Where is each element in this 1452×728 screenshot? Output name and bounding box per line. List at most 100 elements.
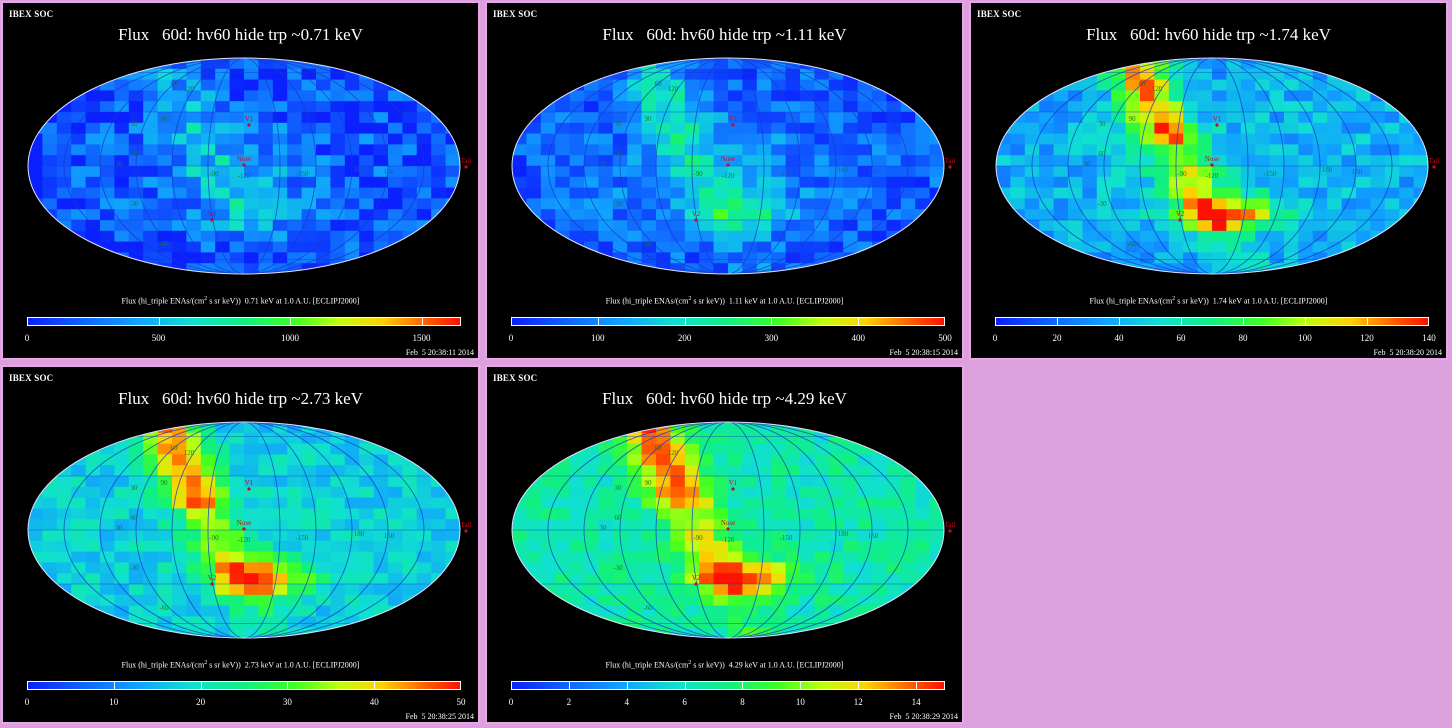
- flux-pixel: [900, 144, 916, 156]
- flux-pixel: [301, 562, 317, 574]
- flux-pixel: [71, 519, 87, 531]
- flux-pixel: [1341, 209, 1357, 221]
- flux-pixel: [641, 476, 657, 488]
- flux-pixel: [56, 176, 72, 189]
- flux-pixel: [42, 519, 58, 531]
- flux-pixel: [584, 155, 599, 167]
- flux-pixel: [85, 432, 101, 445]
- flux-pixel: [828, 573, 844, 585]
- flux-pixel: [85, 530, 101, 542]
- flux-pixel: [656, 530, 671, 542]
- flux-pixel: [143, 68, 159, 81]
- flux-pixel: [244, 68, 259, 81]
- flux-pixel: [416, 432, 432, 445]
- flux-pixel: [157, 573, 173, 585]
- flux-pixel: [229, 112, 245, 124]
- flux-pixel: [1269, 101, 1285, 113]
- flux-pixel: [627, 530, 643, 542]
- flux-pixel: [445, 220, 460, 232]
- flux-pixel: [388, 101, 403, 113]
- flux-pixel: [272, 497, 288, 509]
- flux-pixel: [656, 605, 671, 617]
- flux-pixel: [301, 155, 317, 167]
- flux-pixel: [555, 144, 571, 156]
- flux-pixel: [258, 198, 274, 210]
- timestamp: Feb 5 20:38:11 2014: [405, 348, 474, 357]
- flux-pixel: [771, 133, 787, 145]
- flux-pixel: [431, 263, 447, 274]
- flux-pixel: [728, 584, 743, 596]
- marker-label: V1: [729, 115, 738, 123]
- flux-pixel: [670, 90, 686, 102]
- flux-pixel: [1183, 101, 1199, 113]
- flux-pixel: [540, 198, 556, 210]
- flux-pixel: [1269, 68, 1285, 81]
- flux-pixel: [699, 573, 715, 585]
- flux-pixel: [785, 230, 801, 243]
- marker-dot: [210, 582, 214, 586]
- flux-pixel: [742, 530, 758, 542]
- flux-pixel: [569, 497, 585, 509]
- flux-pixel: [1140, 79, 1155, 91]
- flux-pixel: [900, 594, 916, 607]
- flux-pixel: [85, 166, 101, 178]
- flux-pixel: [512, 166, 527, 178]
- flux-pixel: [85, 122, 101, 135]
- flux-pixel: [598, 101, 614, 113]
- flux-pixel: [612, 112, 628, 124]
- flux-pixel: [56, 540, 72, 553]
- flux-pixel: [728, 230, 743, 243]
- flux-pixel: [886, 122, 902, 135]
- v1-marker: V1: [1213, 115, 1222, 127]
- flux-pixel: [42, 101, 58, 113]
- flux-pixel: [785, 112, 801, 124]
- flux-pixel: [1010, 220, 1026, 232]
- flux-pixel: [85, 422, 101, 434]
- flux-pixel: [555, 176, 571, 189]
- flux-pixel: [316, 133, 331, 145]
- flux-pixel: [28, 263, 43, 274]
- flux-pixel: [272, 187, 288, 199]
- flux-pixel: [42, 432, 58, 445]
- flux-pixel: [128, 263, 144, 274]
- flux-pixel: [886, 187, 902, 199]
- flux-pixel: [388, 540, 403, 553]
- flux-pixel: [771, 530, 787, 542]
- flux-pixel: [785, 133, 801, 145]
- flux-pixel: [1341, 155, 1357, 167]
- flux-pixel: [186, 133, 202, 145]
- flux-pixel: [785, 422, 801, 434]
- flux-pixel: [742, 176, 758, 189]
- flux-pixel: [1068, 79, 1083, 91]
- flux-pixel: [684, 133, 700, 145]
- flux-pixel: [598, 252, 614, 264]
- flux-pixel: [128, 198, 144, 210]
- flux-pixel: [431, 68, 447, 81]
- flux-pixel: [1327, 220, 1343, 232]
- flux-pixel: [445, 68, 460, 81]
- flux-pixel: [1197, 187, 1213, 199]
- flux-pixel: [157, 519, 173, 531]
- flux-pixel: [114, 209, 130, 221]
- flux-pixel: [699, 562, 715, 574]
- flux-pixel: [1125, 101, 1141, 113]
- flux-pixel: [1370, 209, 1386, 221]
- flux-pixel: [85, 551, 101, 563]
- flux-pixel: [641, 241, 657, 253]
- flux-pixel: [699, 443, 715, 455]
- flux-pixel: [996, 133, 1011, 145]
- flux-pixel: [886, 198, 902, 210]
- flux-pixel: [244, 627, 259, 638]
- flux-pixel: [1370, 133, 1386, 145]
- flux-pixel: [569, 519, 585, 531]
- flux-pixel: [1053, 58, 1069, 70]
- flux-pixel: [598, 476, 614, 488]
- flux-pixel: [71, 144, 87, 156]
- flux-pixel: [1053, 144, 1069, 156]
- flux-pixel: [670, 241, 686, 253]
- flux-pixel: [872, 594, 887, 607]
- flux-pixel: [756, 476, 772, 488]
- flux-pixel: [857, 519, 873, 531]
- flux-pixel: [157, 187, 173, 199]
- flux-pixel: [584, 241, 599, 253]
